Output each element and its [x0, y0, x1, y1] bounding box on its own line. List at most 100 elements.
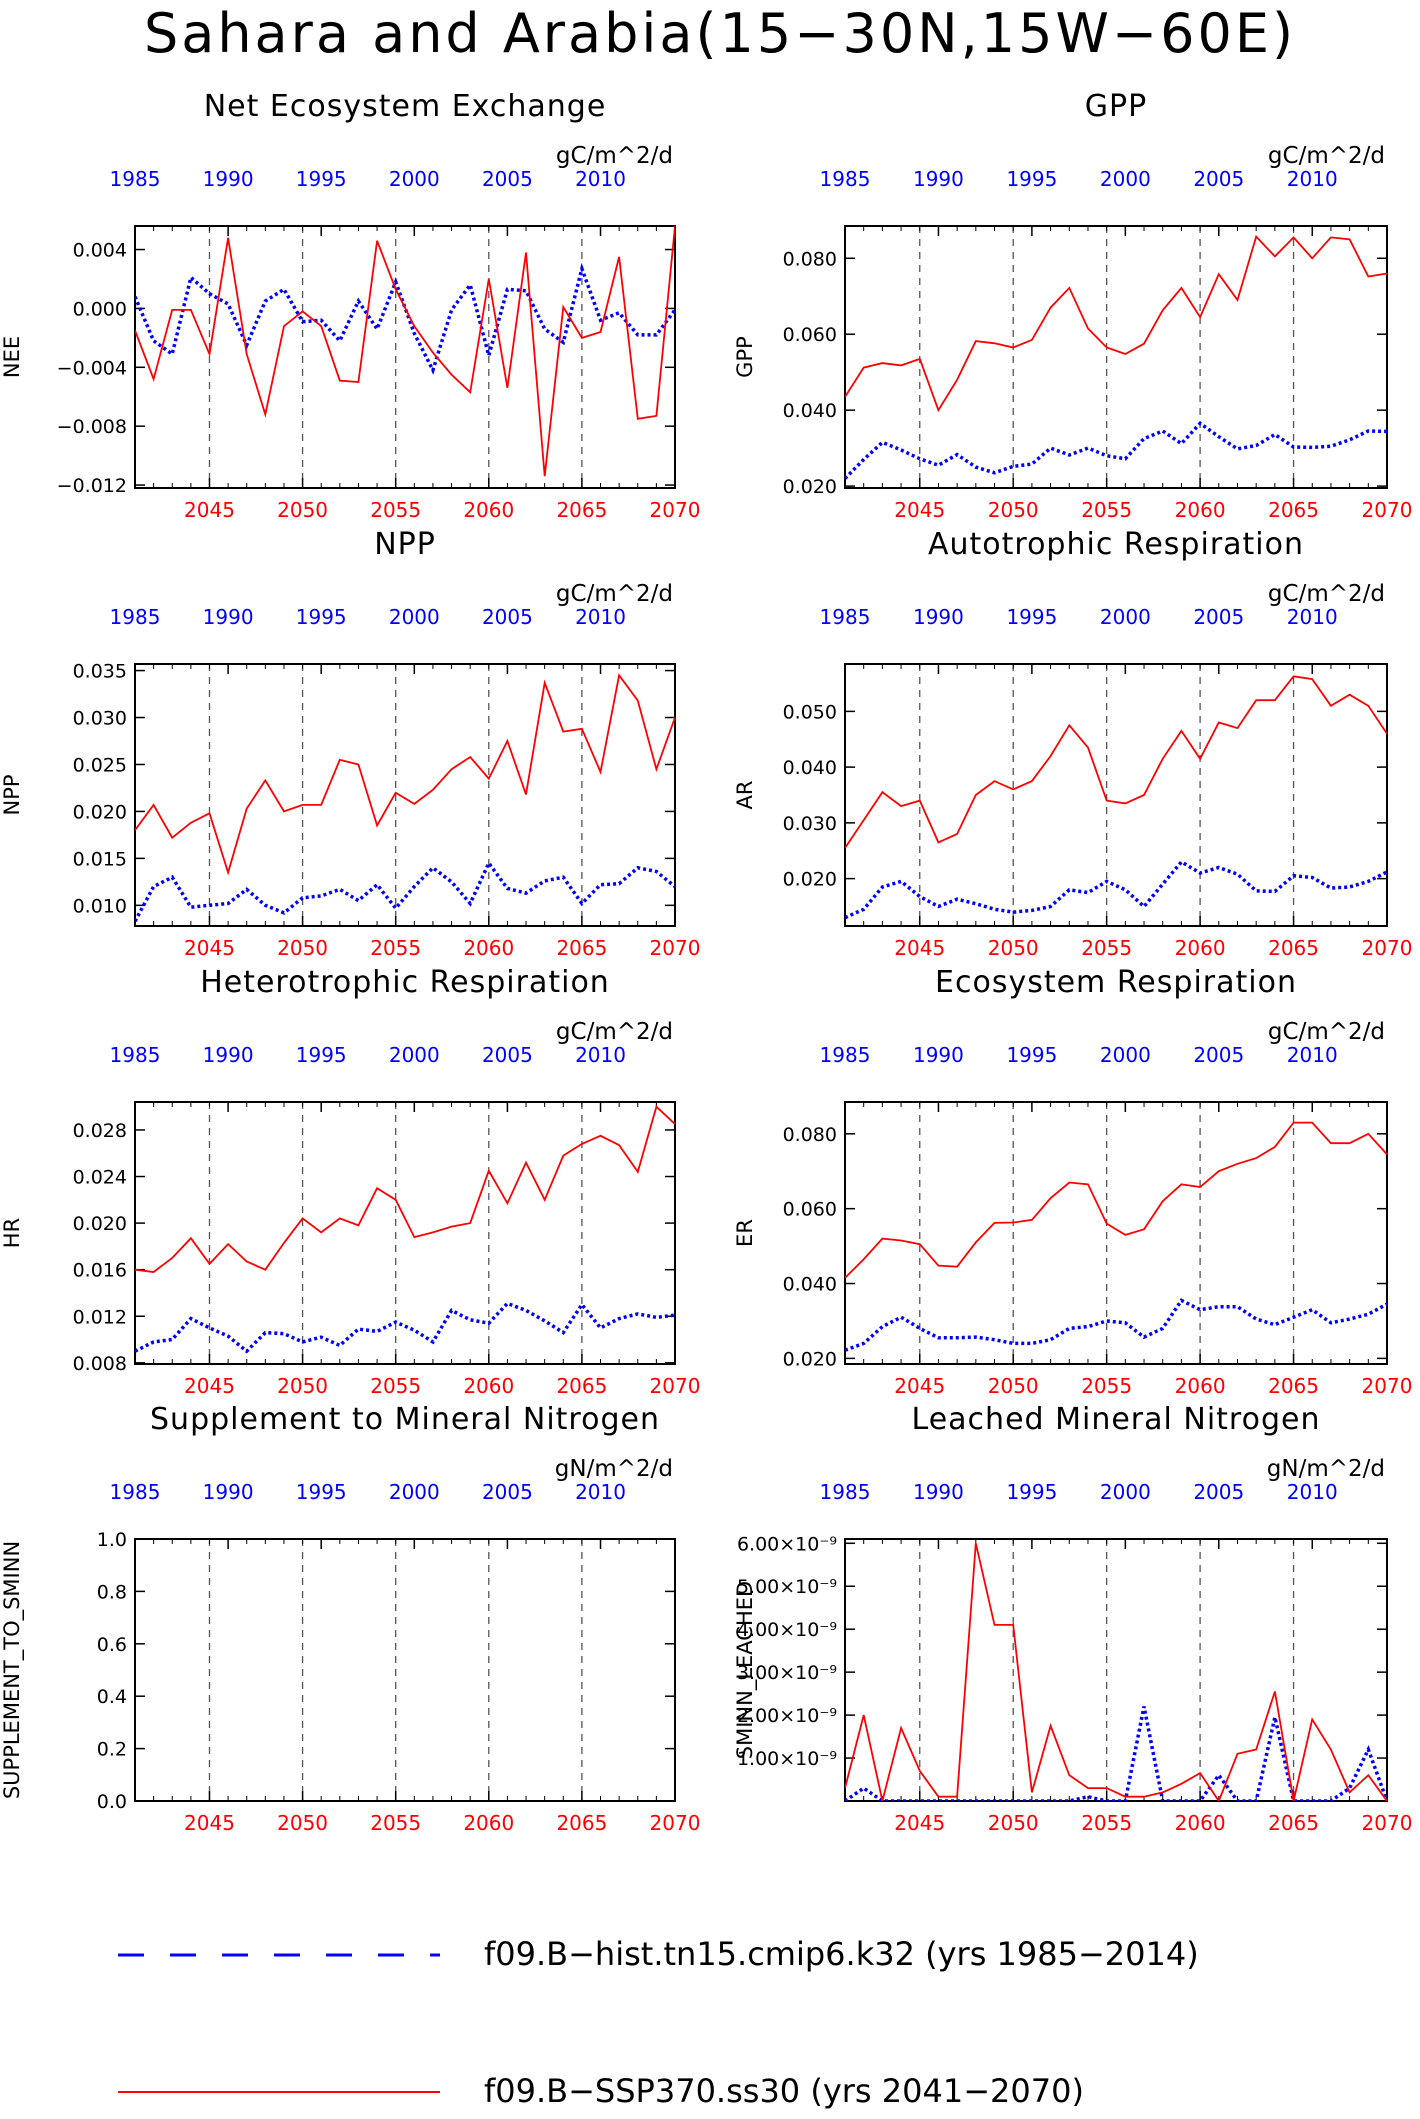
x-top-tick-label: 2010 [575, 1043, 626, 1067]
plot-frame [134, 225, 676, 489]
y-axis-label: HR [0, 1218, 24, 1248]
x-top-tick-label: 1990 [203, 605, 254, 629]
x-top-tick-label: 1990 [913, 1043, 964, 1067]
x-top-tick-label: 2005 [1193, 605, 1244, 629]
x-top-tick-label: 1985 [110, 1043, 161, 1067]
x-top-tick-label: 2005 [482, 1043, 533, 1067]
y-axis-label: AR [733, 781, 757, 810]
y-tick-label: 1.0 [97, 1529, 127, 1551]
panel-gpp: GPP gC/m^2/d 2045 2050 2055 2060 2065 2070 1985 1… [733, 89, 1412, 522]
panels: Net Ecosystem Exchange gC/m^2/d 2045 2050 20… [0, 89, 1412, 1835]
series-hist-line [845, 421, 1387, 480]
x-bottom-tick-label: 2055 [370, 498, 421, 522]
units-label: gN/m^2/d [555, 1456, 673, 1482]
x-top-tick-label: 2000 [389, 1043, 440, 1067]
y-tick-label: 0.040 [783, 1274, 837, 1296]
x-top-tick-label: 1990 [913, 605, 964, 629]
x-bottom-tick-label: 2055 [1081, 1811, 1132, 1835]
x-bottom-tick-label: 2050 [277, 498, 328, 522]
x-top-tick-label: 2005 [482, 1480, 533, 1504]
x-bottom-tick-label: 2050 [988, 498, 1039, 522]
series-ssp-line [845, 675, 1387, 849]
panel-title: NPP [374, 527, 436, 562]
units-label: gN/m^2/d [1267, 1456, 1385, 1482]
y-tick-label: 0.040 [783, 400, 837, 422]
x-bottom-tick-label: 2070 [650, 1811, 701, 1835]
x-bottom-tick-label: 2045 [894, 936, 945, 960]
x-bottom-tick-label: 2060 [1175, 498, 1226, 522]
x-bottom-tick-label: 2060 [1175, 936, 1226, 960]
series-hist-line [135, 262, 675, 375]
x-top-tick-label: 2005 [482, 167, 533, 191]
x-top-tick-label: 1985 [820, 167, 871, 191]
y-tick-label: 0.8 [97, 1581, 127, 1603]
series-ssp-line [135, 673, 675, 876]
y-tick-label: 6.00×10⁻⁹ [737, 1533, 837, 1555]
y-axis-label: ER [733, 1219, 757, 1247]
y-axis-label: SUPPLEMENT_TO_SMINN [0, 1541, 25, 1799]
x-bottom-tick-label: 2060 [1175, 1811, 1226, 1835]
x-bottom-tick-label: 2055 [370, 1374, 421, 1398]
x-bottom-tick-label: 2045 [184, 936, 235, 960]
y-tick-label: 0.028 [73, 1120, 127, 1142]
x-top-tick-label: 2005 [482, 605, 533, 629]
x-bottom-tick-label: 2065 [1268, 1811, 1319, 1835]
series-hist-line [845, 859, 1387, 920]
x-top-tick-label: 2000 [1100, 1043, 1151, 1067]
x-bottom-tick-label: 2050 [277, 936, 328, 960]
x-top-tick-label: 2005 [1193, 167, 1244, 191]
x-top-tick-label: 1995 [1006, 605, 1057, 629]
x-top-tick-label: 2010 [1287, 1043, 1338, 1067]
x-bottom-tick-label: 2065 [1268, 498, 1319, 522]
x-top-tick-label: 1995 [296, 167, 347, 191]
y-axis-label: NPP [0, 774, 24, 815]
x-top-tick-label: 1985 [110, 1480, 161, 1504]
x-bottom-tick-label: 2065 [556, 498, 607, 522]
x-bottom-tick-label: 2055 [1081, 1374, 1132, 1398]
panel-title: GPP [1085, 89, 1147, 124]
x-top-tick-label: 1995 [296, 1480, 347, 1504]
x-bottom-tick-label: 2050 [988, 1811, 1039, 1835]
y-tick-label: 0.2 [97, 1739, 127, 1761]
panel-nee: Net Ecosystem Exchange gC/m^2/d 2045 2050 20… [0, 89, 700, 522]
y-tick-label: 0.004 [73, 240, 127, 262]
y-tick-label: 2.00×10⁻⁹ [737, 1705, 837, 1727]
x-bottom-tick-label: 2060 [463, 1811, 514, 1835]
units-label: gC/m^2/d [1268, 1019, 1385, 1045]
x-top-tick-label: 2005 [1193, 1043, 1244, 1067]
x-bottom-tick-label: 2055 [370, 1811, 421, 1835]
x-top-tick-label: 2010 [1287, 167, 1338, 191]
plot-frame [844, 1538, 1388, 1802]
plot-frame [134, 1101, 676, 1365]
x-bottom-tick-label: 2060 [1175, 1374, 1226, 1398]
panel-title: Supplement to Mineral Nitrogen [150, 1402, 660, 1437]
units-label: gC/m^2/d [1268, 581, 1385, 607]
y-tick-label: 0.080 [783, 1124, 837, 1146]
x-bottom-tick-label: 2055 [1081, 498, 1132, 522]
panel-leach: Leached Mineral Nitrogen gN/m^2/d 2045 2050… [733, 1402, 1412, 1835]
series-ssp-line [845, 234, 1387, 413]
x-bottom-tick-label: 2065 [556, 1811, 607, 1835]
units-label: gC/m^2/d [556, 1019, 673, 1045]
x-top-tick-label: 1985 [820, 1043, 871, 1067]
y-tick-label: 0.030 [783, 813, 837, 835]
y-tick-label: 0.030 [73, 708, 127, 730]
x-top-tick-label: 1985 [820, 1480, 871, 1504]
y-tick-label: 1.00×10⁻⁹ [737, 1748, 837, 1770]
plot-frame [134, 663, 676, 927]
legend: f09.B−hist.tn15.cmip6.k32 (yrs 1985−2014… [118, 1935, 1199, 2110]
y-tick-label: 0.020 [783, 1348, 837, 1370]
series-ssp-line [845, 1121, 1387, 1279]
y-tick-label: 0.020 [783, 869, 837, 891]
x-top-tick-label: 2005 [1193, 1480, 1244, 1504]
x-bottom-tick-label: 2045 [184, 1374, 235, 1398]
panel-hr: Heterotrophic Respiration gC/m^2/d 2045 205… [0, 965, 700, 1398]
x-top-tick-label: 1995 [1006, 1480, 1057, 1504]
y-tick-label: 0.040 [783, 757, 837, 779]
x-bottom-tick-label: 2060 [463, 936, 514, 960]
x-bottom-tick-label: 2045 [184, 498, 235, 522]
x-top-tick-label: 1985 [110, 605, 161, 629]
series-hist-line [845, 1298, 1387, 1352]
units-label: gC/m^2/d [556, 143, 673, 169]
y-tick-label: 0.008 [73, 1353, 127, 1375]
